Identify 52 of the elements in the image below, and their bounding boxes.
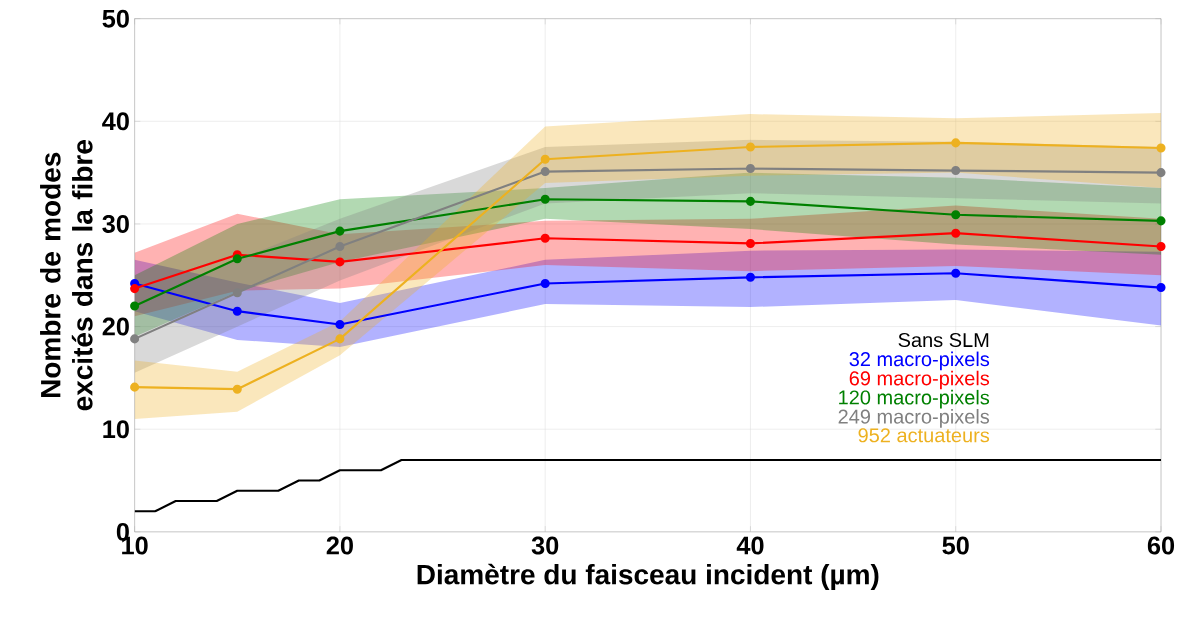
point <box>130 301 140 311</box>
point <box>1156 143 1166 153</box>
point <box>951 268 961 278</box>
y-axis-title: Nombre de modes excités dans la fibre <box>40 140 93 411</box>
point <box>335 319 345 329</box>
point <box>1156 241 1166 251</box>
point <box>745 238 755 248</box>
point <box>540 278 550 288</box>
line-series <box>134 458 1162 513</box>
point <box>232 306 242 316</box>
point <box>540 194 550 204</box>
text: 32 macro-pixels <box>849 351 990 371</box>
x-axis-title: Diamètre du faisceau incident (µm) <box>417 563 879 590</box>
y-tick-label: 10 <box>103 420 129 439</box>
x-tick-label: 30 <box>531 536 559 555</box>
point <box>745 196 755 206</box>
point <box>335 241 345 251</box>
text: 69 macro-pixels <box>849 370 990 390</box>
point <box>335 334 345 344</box>
point <box>951 138 961 148</box>
point <box>232 254 242 264</box>
point <box>130 382 140 392</box>
point <box>335 226 345 236</box>
point <box>540 233 550 243</box>
text: 952 actuateurs <box>858 428 990 443</box>
point <box>130 334 140 344</box>
y-tick-label: 30 <box>102 214 129 233</box>
point <box>540 154 550 164</box>
point <box>130 283 140 294</box>
y-tick-label: 50 <box>102 9 129 28</box>
point <box>951 165 961 176</box>
point <box>745 163 755 173</box>
x-tick-label: 20 <box>326 536 353 555</box>
point <box>1156 168 1166 178</box>
point <box>951 228 961 238</box>
text: 120 macro-pixels <box>839 389 990 409</box>
point <box>745 142 755 152</box>
y-tick-label: 20 <box>102 317 129 336</box>
point <box>232 288 242 298</box>
point <box>335 257 345 267</box>
point <box>232 384 242 394</box>
point <box>1156 282 1166 293</box>
x-tick-label: 60 <box>1147 536 1175 555</box>
text: Sans SLM <box>898 332 989 348</box>
y-tick-label: 40 <box>102 112 129 131</box>
point <box>745 272 755 282</box>
point <box>540 166 550 177</box>
point <box>951 210 961 220</box>
point <box>1156 216 1166 226</box>
x-tick-label: 40 <box>736 536 764 555</box>
x-tick-label: 50 <box>942 536 969 555</box>
text: 249 macro-pixels <box>838 408 990 428</box>
